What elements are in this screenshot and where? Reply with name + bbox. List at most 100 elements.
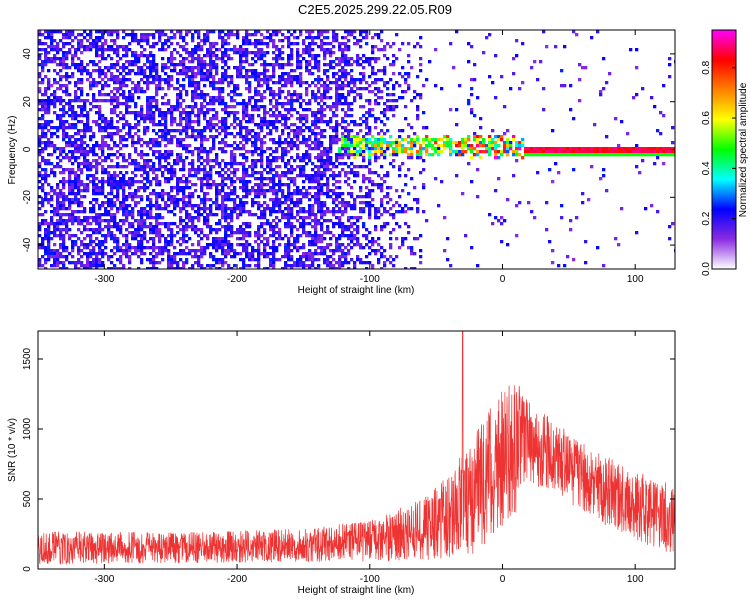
spectrogram-cell: [215, 192, 219, 196]
spectrogram-cell: [353, 150, 357, 154]
spectrogram-cell: [203, 147, 207, 151]
spectrogram-cell: [137, 39, 141, 43]
spectrogram-cell: [50, 48, 54, 52]
spectrogram-cell: [239, 132, 243, 136]
spectrogram-cell: [44, 195, 48, 199]
spectrogram-cell: [347, 132, 351, 136]
spectrogram-cell: [68, 204, 72, 208]
spectrogram-cell: [155, 156, 159, 160]
spectrogram-cell: [53, 213, 57, 217]
spectrogram-cell: [116, 258, 120, 262]
spectrogram-cell: [248, 231, 252, 235]
spectrogram-cell: [206, 138, 210, 142]
spectrogram-cell: [239, 51, 243, 55]
spectrogram-cell: [296, 81, 300, 85]
spectrogram-cell: [182, 66, 186, 70]
spectrogram-cell: [233, 198, 237, 202]
spectrogram-cell: [68, 108, 72, 112]
spectrogram-cell: [146, 66, 150, 70]
spectrogram-cell: [320, 144, 324, 148]
spectrogram-cell: [122, 198, 126, 202]
spectrogram-cell: [320, 207, 324, 211]
spectrogram-cell: [341, 210, 345, 214]
spectrogram-cell: [50, 93, 54, 97]
spectrogram-cell: [62, 192, 66, 196]
spectrogram-cell: [323, 261, 327, 265]
spectrogram-cell: [281, 174, 285, 178]
spectrogram-cell: [179, 186, 183, 190]
spectrogram-cell: [308, 222, 312, 226]
spectrogram-cell: [200, 111, 204, 115]
spectrogram-cell: [221, 177, 225, 181]
spectrogram-cell: [230, 111, 234, 115]
spectrogram-cell: [278, 81, 282, 85]
spectrogram-cell: [56, 117, 60, 121]
spectrogram-cell: [155, 141, 159, 145]
spectrogram-cell: [53, 144, 57, 148]
spectrogram-cell: [110, 147, 114, 151]
spectrogram-cell: [281, 192, 285, 196]
spectrogram-cell: [131, 195, 135, 199]
spectrogram-cell: [203, 204, 207, 208]
spectrogram-cell: [311, 93, 315, 97]
spectrogram-cell: [209, 57, 213, 61]
spectrogram-cell: [194, 171, 198, 175]
spectrogram-cell: [239, 204, 243, 208]
spectrogram-cell: [56, 252, 60, 256]
spectrogram-cell: [299, 264, 303, 268]
spectrogram-cell: [59, 207, 63, 211]
spectrogram-cell: [335, 261, 339, 265]
spectrogram-cell: [164, 192, 168, 196]
spectrogram-cell: [77, 201, 81, 205]
spectrogram-cell: [182, 189, 186, 193]
spectrogram-cell: [56, 201, 60, 205]
spectrogram-cell: [245, 240, 249, 244]
spectrogram-cell: [251, 159, 255, 163]
spectrogram-cell: [326, 195, 330, 199]
spectrogram-cell: [167, 39, 171, 43]
spectrogram-cell: [137, 168, 141, 172]
spectrogram-cell: [113, 63, 117, 67]
spectrogram-cell: [350, 225, 354, 229]
spectrogram-cell: [329, 120, 333, 124]
spectrogram-cell: [122, 192, 126, 196]
spectrogram-cell: [287, 117, 291, 121]
spectrogram-cell: [266, 123, 270, 127]
spectrogram-cell: [338, 150, 342, 154]
spectrogram-cell: [254, 150, 258, 154]
spectrogram-cell: [110, 186, 114, 190]
spectrogram-cell: [104, 234, 108, 238]
spectrogram-cell: [83, 237, 87, 241]
spectrogram-cell: [140, 54, 144, 58]
spectrogram-cell: [317, 147, 321, 151]
spectrogram-cell: [38, 57, 42, 61]
spectrogram-cell: [233, 156, 237, 160]
spectrogram-cell: [215, 156, 219, 160]
spectrogram-cell: [383, 66, 387, 70]
spectrogram-cell: [95, 243, 99, 247]
spectrogram-cell: [137, 231, 141, 235]
spectrogram-cell: [182, 192, 186, 196]
spectrogram-cell: [311, 174, 315, 178]
spectrogram-cell: [245, 42, 249, 46]
spectrogram-cell: [44, 93, 48, 97]
spectrogram-cell: [50, 168, 54, 172]
spectrogram-cell: [365, 36, 369, 40]
spectrogram-cell: [356, 63, 360, 67]
spectrogram-cell: [44, 144, 48, 148]
spectrogram-cell: [38, 228, 42, 232]
spectrogram-cell: [224, 162, 228, 166]
spectrogram-cell: [59, 123, 63, 127]
spectrogram-cell: [77, 267, 81, 269]
spectrogram-cell: [161, 216, 165, 220]
spectrogram-cell: [122, 81, 126, 85]
spectrogram-cell: [161, 132, 165, 136]
spectrogram-cell: [149, 216, 153, 220]
spectrogram-cell: [335, 126, 339, 130]
spectrogram-cell: [380, 246, 384, 250]
spectrogram-cell: [218, 102, 222, 106]
spectrogram-cell: [146, 177, 150, 181]
spectrogram-cell: [68, 189, 72, 193]
spectrogram-cell: [95, 228, 99, 232]
spectrogram-cell: [260, 33, 264, 37]
